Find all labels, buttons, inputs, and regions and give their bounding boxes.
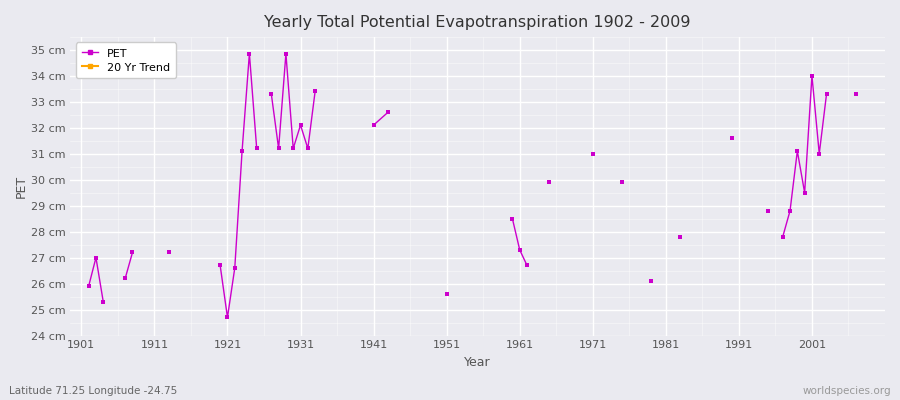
Text: worldspecies.org: worldspecies.org (803, 386, 891, 396)
Title: Yearly Total Potential Evapotranspiration 1902 - 2009: Yearly Total Potential Evapotranspiratio… (265, 15, 691, 30)
Legend: PET, 20 Yr Trend: PET, 20 Yr Trend (76, 42, 176, 78)
Y-axis label: PET: PET (15, 174, 28, 198)
Text: Latitude 71.25 Longitude -24.75: Latitude 71.25 Longitude -24.75 (9, 386, 177, 396)
X-axis label: Year: Year (464, 356, 491, 369)
